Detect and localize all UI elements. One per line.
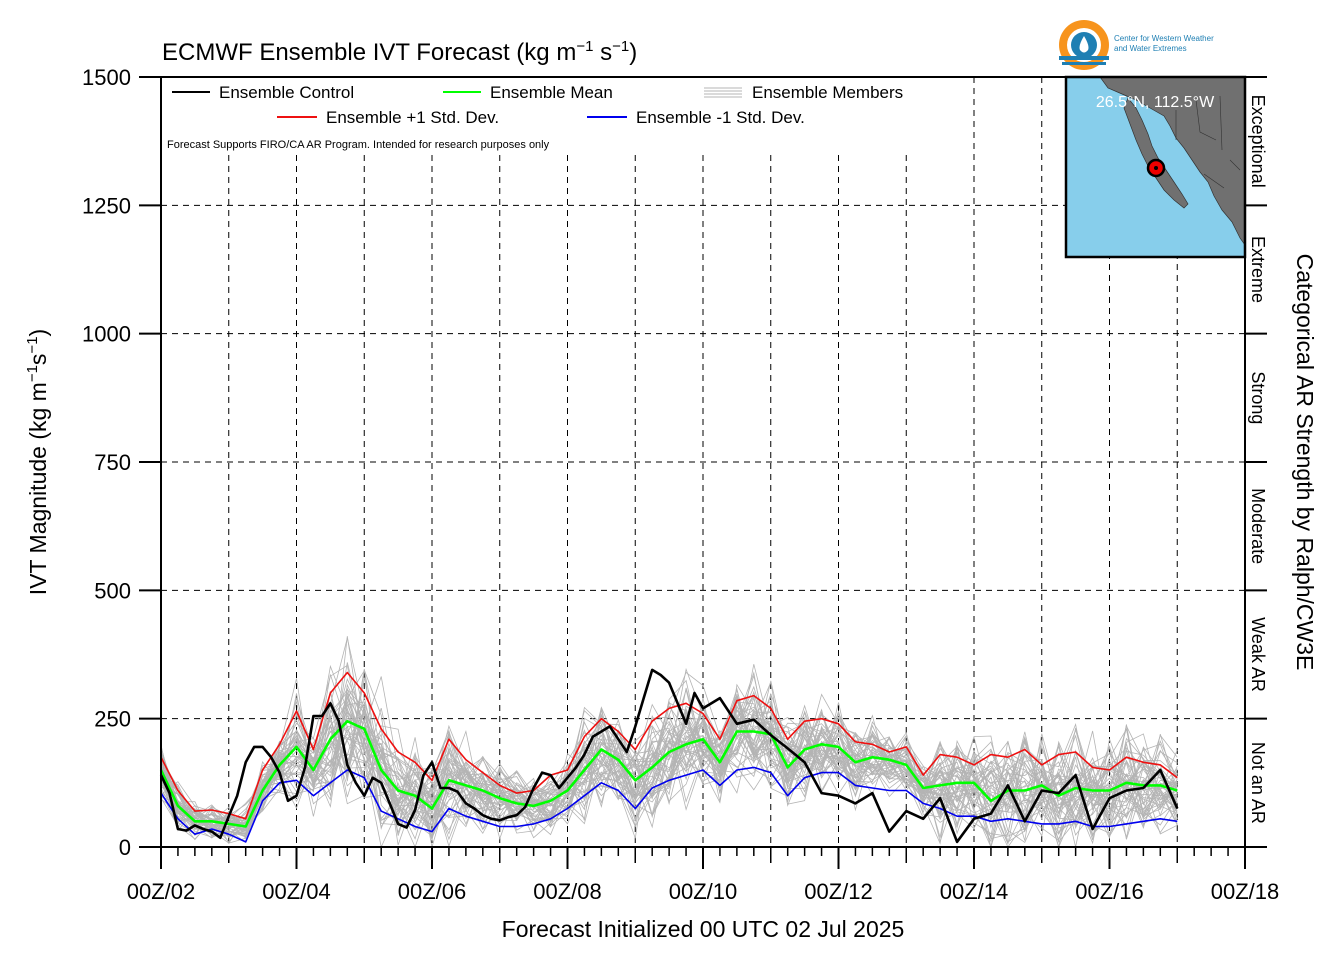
ensemble-member-line [160,674,1178,834]
series-line-minus-sd [160,766,1178,843]
chart-title-sup2: −1 [612,38,629,55]
ensemble-member-line [160,662,1178,848]
y-tick-label: 1000 [82,322,131,347]
y-tick-label: 750 [94,450,131,475]
y-tick-label: 1250 [82,193,131,218]
series-lines [159,668,1179,844]
chart-title-mid: s [593,39,612,66]
category-label: Not an AR [1248,742,1268,824]
water-drop-icon [1079,36,1089,53]
x-tick-label: 00Z/14 [940,879,1009,904]
ensemble-member-line [160,695,1178,844]
legend-label-minus-sd: Ensemble -1 Std. Dev. [636,108,805,127]
ensemble-member-line [160,713,1178,846]
axes: 0 250 500 750 1000 1250 1500 00Z/02 00Z/04 00Z/06… [82,65,1279,904]
category-label: Strong [1248,371,1268,424]
map-location-label: 26.5°N, 112.5°W [1096,94,1215,111]
ensemble-member-line [160,668,1178,841]
series-line-plus-sd [160,671,1178,820]
inset-map: 26.5°N, 112.5°W [1064,75,1247,259]
category-label: Weak AR [1248,617,1268,692]
ensemble-members [160,636,1178,849]
right-axis-label: Categorical AR Strength by Ralph/CW3E [1292,254,1318,671]
x-tick-label: 00Z/12 [804,879,873,904]
ensemble-member-line [160,692,1178,825]
legend-swatch-members [704,87,742,98]
series-line-mean [159,719,1178,828]
ensemble-member-line [160,699,1178,840]
ensemble-member-line [160,636,1178,843]
legend-label-mean: Ensemble Mean [490,83,613,102]
x-tick-label: 00Z/10 [669,879,738,904]
cw3e-logo: Center for Western Weather and Water Ext… [1059,20,1214,70]
series-line-control [159,668,1179,844]
chart-title-main: ECMWF Ensemble IVT Forecast (kg m [162,39,576,66]
category-label: Extreme [1248,236,1268,303]
category-label: Moderate [1248,488,1268,564]
y-tick-label: 500 [94,578,131,603]
legend-label-members: Ensemble Members [752,83,903,102]
x-tick-label: 00Z/08 [533,879,602,904]
baja-peninsula [1123,97,1189,209]
logo-text-line1: Center for Western Weather [1114,34,1214,43]
ensemble-member-line [160,668,1178,849]
x-tick-label: 00Z/02 [127,879,196,904]
research-note: Forecast Supports FIRO/CA AR Program. In… [167,139,550,151]
y-tick-label: 0 [119,835,131,860]
y-axis-label: IVT Magnitude (kg m−1s−1) [24,329,51,595]
ensemble-member-line [160,664,1178,840]
ensemble-member-line [160,687,1178,848]
x-tick-label: 00Z/16 [1075,879,1144,904]
map-land [1099,76,1246,247]
chart-title-end: ) [629,39,637,66]
x-tick-label: 00Z/04 [262,879,331,904]
x-tick-label: 00Z/06 [398,879,467,904]
legend: Ensemble Control Ensemble Mean Ensemble … [167,83,903,151]
x-axis-label: Forecast Initialized 00 UTC 02 Jul 2025 [502,916,905,942]
x-tick-label: 00Z/18 [1211,879,1280,904]
logo-text-line2: and Water Extremes [1114,44,1187,53]
ensemble-member-line [160,664,1178,834]
ensemble-member-line [160,693,1178,845]
category-label: Exceptional [1248,95,1268,188]
y-tick-label: 1500 [82,65,131,90]
legend-label-plus-sd: Ensemble +1 Std. Dev. [326,108,499,127]
ensemble-member-line [160,678,1178,835]
y-tick-label: 250 [94,707,131,732]
legend-label-control: Ensemble Control [219,83,354,102]
chart-title-sup1: −1 [576,38,593,55]
chart-title: ECMWF Ensemble IVT Forecast (kg m−1 s−1) [162,38,637,66]
